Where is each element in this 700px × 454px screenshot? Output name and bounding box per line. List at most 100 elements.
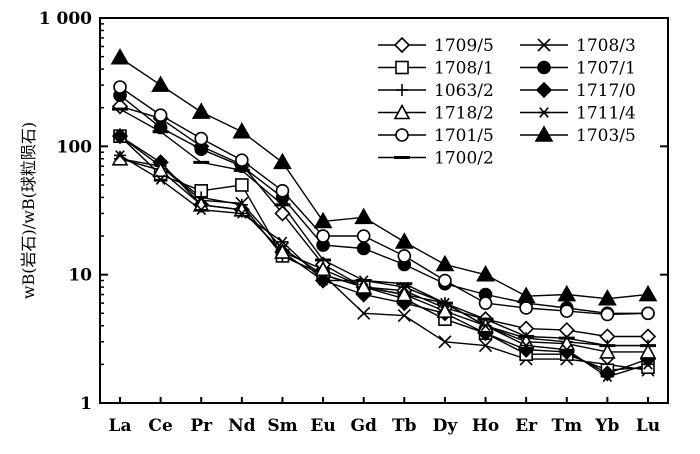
data-point-1701-5-lu: [641, 306, 655, 321]
data-point-1701-5-la: [113, 80, 127, 94]
data-point-1711-4-la: [114, 150, 126, 161]
data-point-1701-5-tb: [397, 249, 412, 263]
data-point-1711-4-yb: [601, 371, 614, 383]
data-point-1718-2-lu: [639, 343, 657, 359]
legend-marker: [395, 128, 409, 142]
data-point-1701-5-dy: [438, 273, 452, 288]
data-point-1711-4-tm: [560, 344, 573, 356]
series-markers: [110, 48, 658, 383]
legend-item-1711-4: 1711/4: [520, 104, 636, 124]
data-point-1717-0-la: [111, 128, 129, 145]
data-point-1703-5-lu: [638, 284, 658, 302]
x-axis: La Ce Pr Nd Sm Eu Gd Tb Dy Ho Er Tm Yb Lu: [109, 397, 660, 436]
legend-marker: [537, 38, 551, 52]
legend-item-1708-1: 1708/1: [378, 59, 494, 79]
data-point-1703-5-pr: [191, 102, 211, 119]
x-tick-label-gd: Gd: [350, 416, 377, 436]
x-tick-label-pr: Pr: [190, 416, 213, 436]
x-tick-label-ho: Ho: [472, 416, 499, 436]
legend-label: 1707/1: [576, 59, 636, 79]
data-point-1703-5-la: [110, 48, 130, 65]
data-point-1703-5-tm: [557, 284, 577, 302]
x-tick-label-lu: Lu: [636, 416, 660, 436]
series-line-1703-5: [119, 57, 649, 300]
x-tick-label-dy: Dy: [433, 416, 459, 436]
data-point-1711-4-er: [520, 340, 533, 351]
data-point-1703-5-tb: [394, 232, 414, 249]
x-tick-label-la: La: [109, 416, 132, 436]
data-point-1711-4-pr: [195, 204, 208, 216]
y-tick-label: 100: [57, 137, 93, 157]
data-point-1701-5-nd: [235, 153, 249, 167]
data-point-1718-2-gd: [355, 278, 373, 294]
x-tick-label-tb: Tb: [392, 416, 417, 436]
legend-label: 1700/2: [434, 149, 494, 169]
data-point-1703-5-ho: [476, 265, 495, 282]
data-point-1703-5-gd: [354, 207, 374, 225]
y-axis-label-group: wB(岩石)/wB(球粒陨石): [19, 122, 38, 299]
y-axis: 1 10 100 1 000: [39, 9, 668, 414]
data-point-1701-5-pr: [194, 131, 209, 146]
legend-item-1707-1: 1707/1: [520, 59, 636, 79]
data-point-1701-5-ho: [478, 296, 493, 310]
legend-marker: [538, 107, 550, 118]
data-point-1711-4-ce: [154, 174, 167, 185]
data-point-1711-4-eu: [317, 275, 330, 286]
legend-label: 1708/1: [434, 59, 494, 79]
legend-item-1703-5: 1703/5: [520, 125, 636, 146]
legend-item-1700-2: 1700/2: [378, 149, 494, 169]
legend-marker: [395, 60, 409, 75]
data-point-1708-3-tb: [397, 309, 411, 323]
legend-label: 1063/2: [434, 81, 494, 101]
data-point-1707-1-gd: [356, 241, 371, 256]
legend-marker: [534, 125, 554, 142]
plot-frame: [99, 17, 669, 404]
data-point-1703-5-nd: [232, 122, 252, 139]
legend-item-1708-3: 1708/3: [520, 36, 636, 56]
x-tick-label-ce: Ce: [148, 416, 173, 436]
data-point-1711-4-nd: [235, 208, 248, 219]
legend-label: 1717/0: [576, 81, 636, 101]
y-tick-label: 10: [68, 266, 92, 286]
y-tick-label: 1: [80, 394, 92, 414]
data-point-1701-5-sm: [275, 184, 290, 198]
legend-label: 1708/3: [576, 36, 636, 56]
legend-marker: [396, 84, 408, 96]
x-tick-label-er: Er: [515, 416, 538, 436]
legend-label: 1718/2: [434, 104, 494, 124]
data-point-1701-5-ce: [153, 108, 168, 122]
legend-item-1063-2: 1063/2: [378, 81, 494, 101]
data-point-1718-2-ce: [152, 161, 169, 178]
data-point-1703-5-yb: [598, 289, 617, 306]
legend-item-1718-2: 1718/2: [378, 104, 494, 124]
data-point-1708-3-gd: [357, 306, 371, 320]
x-tick-label-tm: Tm: [551, 416, 582, 436]
data-point-1718-2-dy: [436, 302, 454, 318]
legend-item-1709-5: 1709/5: [378, 36, 494, 56]
y-axis-label: wB(岩石)/wB(球粒陨石): [19, 122, 38, 299]
data-point-1701-5-tm: [559, 304, 574, 318]
data-point-1701-5-er: [519, 301, 533, 315]
legend-item-1717-0: 1717/0: [520, 81, 636, 101]
data-point-1708-3-ho: [478, 339, 493, 353]
legend-marker: [535, 81, 553, 99]
data-point-1703-5-dy: [435, 254, 455, 272]
legend-marker: [393, 36, 411, 54]
data-point-1711-4-sm: [276, 236, 289, 248]
data-point-1718-2-tb: [395, 285, 413, 302]
legend-label: 1709/5: [434, 36, 494, 56]
data-point-1703-5-sm: [273, 152, 292, 170]
data-point-1709-5-sm: [274, 205, 291, 222]
data-point-1708-3-dy: [438, 335, 452, 349]
legend-marker: [537, 60, 551, 75]
data-point-1701-5-gd: [356, 229, 371, 243]
x-tick-label-sm: Sm: [267, 416, 297, 436]
legend-label: 1711/4: [576, 104, 636, 124]
data-point-1711-4-ho: [479, 320, 492, 332]
data-point-1711-4-lu: [642, 359, 654, 370]
y-tick-label: 1 000: [39, 9, 92, 29]
x-tick-label-eu: Eu: [310, 416, 335, 436]
data-point-1708-1-nd: [235, 178, 249, 192]
